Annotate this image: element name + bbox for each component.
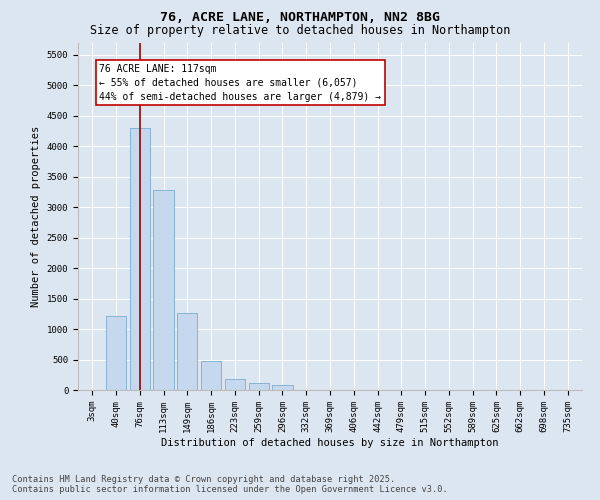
Bar <box>272 385 293 390</box>
Bar <box>248 384 269 390</box>
Bar <box>225 378 245 390</box>
Text: Contains HM Land Registry data © Crown copyright and database right 2025.
Contai: Contains HM Land Registry data © Crown c… <box>12 474 448 494</box>
Bar <box>201 360 221 390</box>
Text: Size of property relative to detached houses in Northampton: Size of property relative to detached ho… <box>90 24 510 37</box>
Bar <box>130 128 150 390</box>
Bar <box>106 316 126 390</box>
Y-axis label: Number of detached properties: Number of detached properties <box>31 126 41 307</box>
Text: 76 ACRE LANE: 117sqm
← 55% of detached houses are smaller (6,057)
44% of semi-de: 76 ACRE LANE: 117sqm ← 55% of detached h… <box>100 64 382 102</box>
Bar <box>154 190 173 390</box>
Bar <box>177 312 197 390</box>
X-axis label: Distribution of detached houses by size in Northampton: Distribution of detached houses by size … <box>161 438 499 448</box>
Text: 76, ACRE LANE, NORTHAMPTON, NN2 8BG: 76, ACRE LANE, NORTHAMPTON, NN2 8BG <box>160 11 440 24</box>
